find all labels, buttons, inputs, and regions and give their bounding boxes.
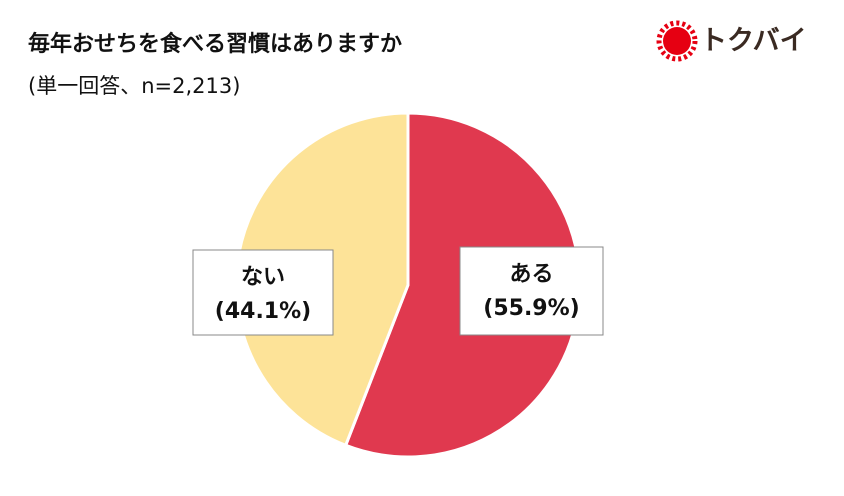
chart-subtitle: (単一回答、n=2,213) xyxy=(28,74,240,98)
logo: トクバイ xyxy=(656,20,807,62)
value-label: (55.9%) xyxy=(483,296,579,321)
logo-text: トクバイ xyxy=(700,26,807,57)
logo-rays xyxy=(656,20,698,62)
slice-label: ない xyxy=(241,265,285,290)
logo-sun xyxy=(663,27,691,55)
value-label: (44.1%) xyxy=(215,299,311,324)
slice-label: ある xyxy=(509,262,553,287)
chart-title: 毎年おせちを食べる習慣はありますか xyxy=(28,31,402,57)
label-box xyxy=(459,246,604,336)
label-box xyxy=(192,249,334,336)
